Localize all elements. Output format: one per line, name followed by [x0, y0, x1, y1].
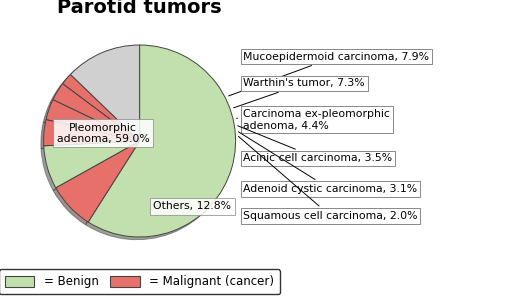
Text: Others, 12.8%: Others, 12.8%: [154, 201, 232, 211]
Wedge shape: [46, 100, 140, 141]
Text: Acinic cell carcinoma, 3.5%: Acinic cell carcinoma, 3.5%: [238, 126, 392, 163]
Text: Pleomorphic
adenoma, 59.0%: Pleomorphic adenoma, 59.0%: [57, 122, 149, 144]
Wedge shape: [43, 119, 140, 146]
Text: Adenoid cystic carcinoma, 3.1%: Adenoid cystic carcinoma, 3.1%: [238, 132, 417, 194]
Wedge shape: [88, 45, 236, 237]
Text: Mucoepidermoid carcinoma, 7.9%: Mucoepidermoid carcinoma, 7.9%: [229, 52, 429, 96]
Wedge shape: [53, 84, 140, 141]
Wedge shape: [56, 141, 140, 222]
Legend: = Benign, = Malignant (cancer): = Benign, = Malignant (cancer): [0, 269, 280, 294]
Text: Squamous cell carcinoma, 2.0%: Squamous cell carcinoma, 2.0%: [238, 136, 418, 221]
Text: Carcinoma ex-pleomorphic
adenoma, 4.4%: Carcinoma ex-pleomorphic adenoma, 4.4%: [237, 109, 390, 131]
Wedge shape: [44, 141, 140, 188]
Title: Parotid tumors: Parotid tumors: [57, 0, 222, 17]
Text: Warthin's tumor, 7.3%: Warthin's tumor, 7.3%: [234, 78, 365, 108]
Wedge shape: [70, 45, 140, 141]
Wedge shape: [63, 74, 140, 141]
